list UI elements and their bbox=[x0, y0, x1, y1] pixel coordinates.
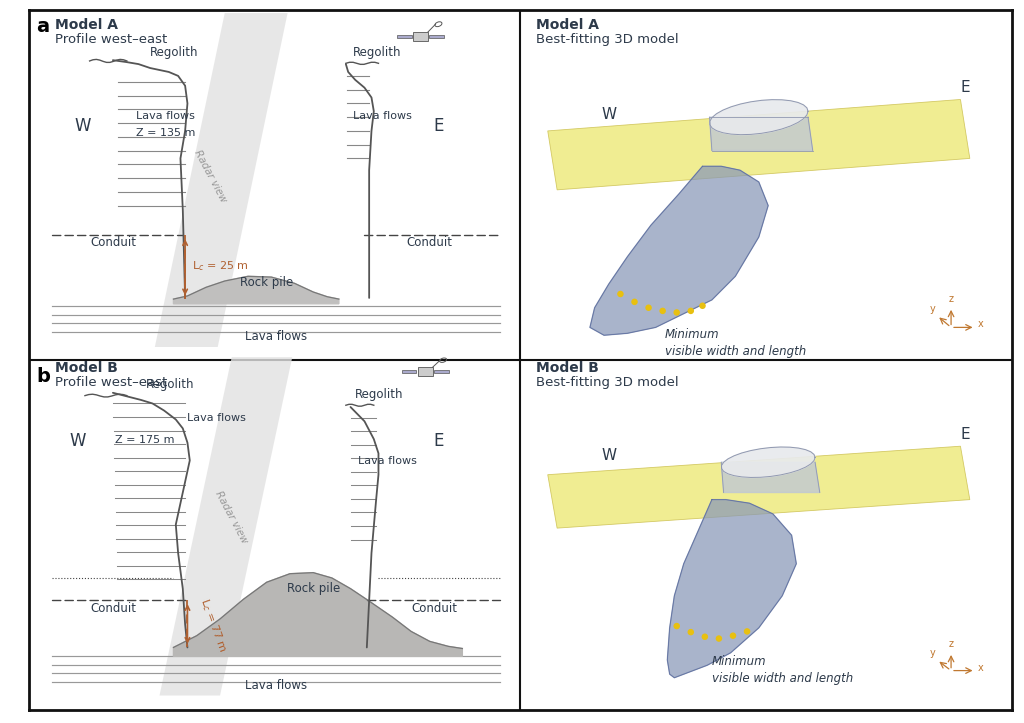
Bar bbox=[413, 32, 428, 41]
Text: Best-fitting 3D model: Best-fitting 3D model bbox=[536, 377, 679, 390]
Text: W: W bbox=[70, 432, 86, 450]
Text: Conduit: Conduit bbox=[90, 602, 136, 615]
Polygon shape bbox=[173, 276, 339, 304]
Text: a: a bbox=[37, 17, 49, 36]
Text: Z = 135 m: Z = 135 m bbox=[136, 128, 196, 137]
Text: Regolith: Regolith bbox=[151, 46, 199, 59]
Polygon shape bbox=[590, 166, 768, 335]
Polygon shape bbox=[710, 100, 808, 134]
Text: Regolith: Regolith bbox=[355, 388, 403, 401]
Polygon shape bbox=[710, 117, 813, 150]
Bar bbox=[429, 35, 443, 38]
Text: Profile west–east: Profile west–east bbox=[54, 33, 167, 46]
Text: y: y bbox=[930, 649, 935, 659]
Text: Rock pile: Rock pile bbox=[240, 276, 293, 289]
Text: b: b bbox=[37, 367, 50, 386]
Text: Model A: Model A bbox=[536, 18, 599, 32]
Text: Regolith: Regolith bbox=[353, 46, 401, 59]
Text: x: x bbox=[977, 320, 983, 330]
Point bbox=[683, 305, 699, 317]
Text: y: y bbox=[930, 304, 935, 314]
Text: E: E bbox=[434, 117, 444, 135]
Text: Model B: Model B bbox=[536, 362, 599, 375]
Text: L$_c$ = 77 m: L$_c$ = 77 m bbox=[197, 596, 229, 654]
Point bbox=[669, 307, 685, 318]
Text: Lava flows: Lava flows bbox=[245, 680, 307, 693]
Point bbox=[739, 625, 756, 637]
Text: Radar view: Radar view bbox=[193, 148, 228, 204]
Text: E: E bbox=[961, 80, 970, 95]
Polygon shape bbox=[155, 13, 288, 347]
Text: W: W bbox=[75, 117, 91, 135]
Point bbox=[669, 620, 685, 632]
Text: W: W bbox=[601, 107, 616, 122]
Point bbox=[627, 296, 643, 307]
Text: Lava flows: Lava flows bbox=[187, 414, 247, 423]
Bar bbox=[434, 369, 449, 373]
Polygon shape bbox=[173, 573, 463, 656]
Text: z: z bbox=[948, 294, 953, 304]
Text: Minimum: Minimum bbox=[665, 328, 720, 341]
Text: Rock pile: Rock pile bbox=[287, 582, 340, 595]
Text: Lava flows: Lava flows bbox=[245, 330, 307, 343]
Text: Conduit: Conduit bbox=[412, 602, 458, 615]
Text: Lava flows: Lava flows bbox=[353, 111, 412, 121]
Point bbox=[725, 630, 741, 641]
Polygon shape bbox=[668, 500, 797, 677]
Point bbox=[694, 300, 711, 312]
Text: W: W bbox=[601, 448, 616, 463]
Text: Best-fitting 3D model: Best-fitting 3D model bbox=[536, 33, 679, 46]
Text: Conduit: Conduit bbox=[407, 236, 453, 249]
Text: Minimum: Minimum bbox=[712, 654, 767, 667]
Point bbox=[696, 631, 713, 643]
Text: x: x bbox=[977, 662, 983, 672]
Polygon shape bbox=[721, 462, 820, 492]
Text: Model A: Model A bbox=[54, 18, 118, 32]
Point bbox=[612, 288, 629, 300]
Text: Regolith: Regolith bbox=[145, 378, 194, 391]
Text: L$_c$ = 25 m: L$_c$ = 25 m bbox=[193, 259, 249, 273]
Polygon shape bbox=[548, 446, 970, 528]
Polygon shape bbox=[160, 357, 292, 696]
Point bbox=[711, 633, 727, 644]
Text: Conduit: Conduit bbox=[90, 236, 136, 249]
Text: Profile west–east: Profile west–east bbox=[54, 377, 167, 390]
Point bbox=[683, 626, 699, 638]
Bar bbox=[401, 369, 417, 373]
Text: E: E bbox=[961, 427, 970, 442]
Point bbox=[654, 305, 671, 317]
Text: Lava flows: Lava flows bbox=[136, 111, 195, 121]
Text: visible width and length: visible width and length bbox=[665, 345, 806, 358]
Text: Z = 175 m: Z = 175 m bbox=[116, 435, 175, 445]
Text: Lava flows: Lava flows bbox=[357, 456, 417, 466]
Polygon shape bbox=[722, 447, 815, 477]
Point bbox=[640, 302, 656, 314]
Text: z: z bbox=[948, 639, 953, 649]
Text: E: E bbox=[434, 432, 444, 450]
Text: Model B: Model B bbox=[54, 362, 118, 375]
Text: Radar view: Radar view bbox=[214, 489, 250, 545]
Bar bbox=[397, 35, 412, 38]
Text: visible width and length: visible width and length bbox=[712, 672, 853, 685]
Bar bbox=[418, 367, 432, 375]
Polygon shape bbox=[548, 100, 970, 190]
